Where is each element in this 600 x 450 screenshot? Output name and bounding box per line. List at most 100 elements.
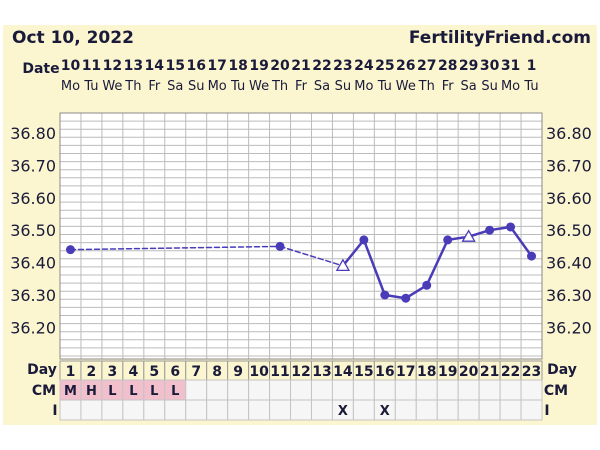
date-number-label: 18	[228, 58, 247, 74]
day-row-label-right: Day	[547, 362, 577, 378]
date-row-label: Date	[22, 61, 59, 77]
weekday-label: We	[102, 79, 122, 94]
y-tick-label-right: 36.60	[546, 189, 592, 208]
y-tick-label-right: 36.30	[546, 286, 592, 305]
date-number-label: 23	[333, 58, 352, 74]
intercourse-cell	[479, 400, 500, 420]
day-number-label: 20	[459, 364, 479, 380]
day-number-label: 3	[108, 364, 118, 380]
intercourse-cell	[228, 400, 249, 420]
weekday-label: Tu	[230, 79, 245, 94]
date-number-label: 21	[291, 58, 310, 74]
cm-cell	[291, 380, 312, 400]
weekday-label: Fr	[148, 79, 161, 94]
date-number-label: 29	[459, 58, 478, 74]
cm-value-label: L	[171, 384, 179, 399]
day-number-label: 15	[354, 364, 373, 380]
temperature-point	[276, 242, 285, 251]
y-tick-label-left: 36.60	[10, 189, 56, 208]
intercourse-cell	[311, 400, 332, 420]
date-number-label: 30	[480, 58, 500, 74]
day-number-label: 7	[191, 364, 201, 380]
cm-cell	[500, 380, 521, 400]
date-number-label: 17	[207, 58, 226, 74]
weekday-label: Th	[271, 79, 288, 94]
temperature-point	[506, 222, 515, 231]
cm-cell	[270, 380, 291, 400]
day-number-label: 21	[480, 364, 499, 380]
temperature-point	[401, 294, 410, 303]
date-number-label: 1	[527, 58, 537, 74]
cm-value-label: L	[150, 384, 158, 399]
date-number-label: 15	[166, 58, 185, 74]
day-number-label: 8	[212, 364, 222, 380]
temperature-point	[380, 291, 389, 300]
weekday-label: Su	[481, 79, 498, 94]
cm-cell	[374, 380, 395, 400]
intercourse-cell	[207, 400, 228, 420]
temperature-point	[66, 245, 75, 254]
y-tick-label-left: 36.80	[10, 124, 56, 143]
day-number-label: 16	[375, 364, 394, 380]
intercourse-cell	[521, 400, 542, 420]
date-number-label: 25	[375, 58, 394, 74]
y-tick-label-left: 36.30	[10, 286, 56, 305]
intercourse-cell	[291, 400, 312, 420]
y-tick-label-right: 36.20	[546, 318, 592, 337]
day-number-label: 5	[149, 364, 159, 380]
cm-cell	[332, 380, 353, 400]
cm-value-label: L	[108, 384, 116, 399]
cm-row-label-left: CM	[32, 383, 56, 399]
day-number-label: 18	[417, 364, 436, 380]
weekday-label: Fr	[295, 79, 308, 94]
date-number-label: 26	[396, 58, 415, 74]
day-number-label: 1	[66, 364, 76, 380]
y-tick-label-left: 36.70	[10, 156, 56, 175]
cm-row-label-right: CM	[544, 383, 568, 399]
intercourse-cell	[437, 400, 458, 420]
cm-cell	[458, 380, 479, 400]
y-tick-label-right: 36.70	[546, 156, 592, 175]
weekday-label: Th	[124, 79, 141, 94]
date-number-label: 16	[186, 58, 205, 74]
day-number-label: 17	[396, 364, 415, 380]
cm-value-label: L	[129, 384, 137, 399]
intercourse-mark: X	[380, 404, 390, 419]
day-number-label: 13	[312, 364, 331, 380]
date-number-label: 14	[145, 58, 165, 74]
intercourse-cell	[270, 400, 291, 420]
weekday-label: Mo	[501, 79, 520, 94]
cm-cell	[416, 380, 437, 400]
date-number-label: 24	[354, 58, 374, 74]
weekday-label: Tu	[523, 79, 538, 94]
intercourse-cell	[416, 400, 437, 420]
y-tick-label-left: 36.20	[10, 318, 56, 337]
date-number-label: 13	[124, 58, 143, 74]
day-number-label: 2	[87, 364, 97, 380]
weekday-label: Sa	[314, 79, 330, 94]
weekday-label: Su	[188, 79, 205, 94]
cm-cell	[228, 380, 249, 400]
date-number-label: 19	[249, 58, 268, 74]
cm-cell	[521, 380, 542, 400]
temperature-point	[485, 226, 494, 235]
weekday-label: Mo	[61, 79, 80, 94]
cm-cell	[479, 380, 500, 400]
y-tick-label-right: 36.40	[546, 254, 592, 273]
weekday-label: Mo	[354, 79, 373, 94]
temperature-point	[443, 235, 452, 244]
temperature-point	[359, 235, 368, 244]
weekday-label: Tu	[83, 79, 98, 94]
intercourse-cell	[102, 400, 123, 420]
intercourse-cell	[249, 400, 270, 420]
intercourse-cell	[353, 400, 374, 420]
intercourse-cell	[395, 400, 416, 420]
date-number-label: 27	[417, 58, 436, 74]
intercourse-cell	[81, 400, 102, 420]
intercourse-cell	[60, 400, 81, 420]
weekday-label: Sa	[461, 79, 477, 94]
intercourse-cell	[186, 400, 207, 420]
day-number-label: 23	[522, 364, 541, 380]
date-number-label: 12	[103, 58, 122, 74]
